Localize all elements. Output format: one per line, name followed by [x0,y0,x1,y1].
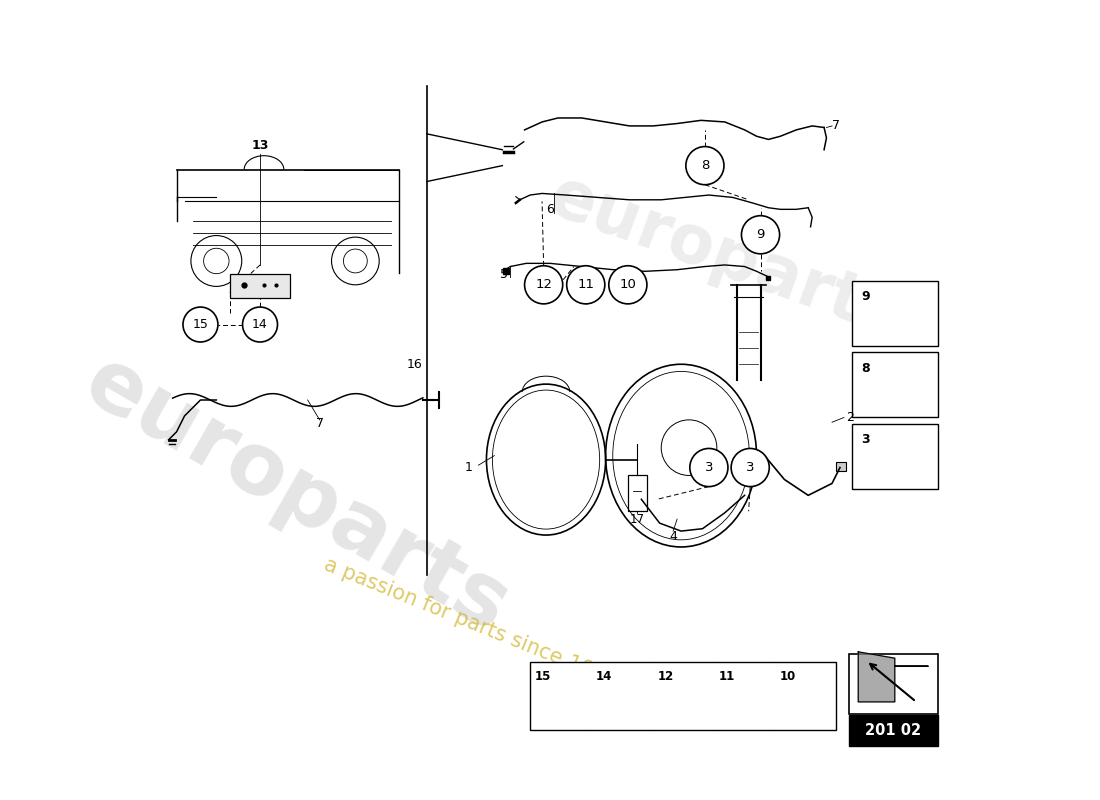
Text: 1: 1 [465,461,473,474]
Text: 14: 14 [596,670,613,683]
Text: 12: 12 [658,670,673,683]
Text: 16: 16 [407,358,422,370]
Bar [851,352,937,418]
Text: 13: 13 [251,139,268,152]
Bar [836,462,846,471]
Text: 8: 8 [861,362,870,375]
Text: 7: 7 [316,418,323,430]
Text: 201 02: 201 02 [865,723,922,738]
Text: 4: 4 [669,530,678,543]
Bar [530,662,836,730]
Text: 17: 17 [630,513,645,526]
Bar [851,424,937,489]
Text: europarts: europarts [540,163,910,351]
Bar [849,654,937,714]
Text: 7: 7 [832,119,840,133]
Text: 15: 15 [535,670,551,683]
Bar [628,475,647,511]
Text: 9: 9 [861,290,870,303]
Text: 5: 5 [499,268,508,281]
Text: europarts: europarts [69,340,522,650]
Text: 11: 11 [718,670,735,683]
Text: a passion for parts since 1985: a passion for parts since 1985 [321,554,620,690]
Text: 12: 12 [535,278,552,291]
Text: 15: 15 [192,318,208,331]
Text: 2: 2 [846,411,855,424]
Circle shape [608,266,647,304]
Text: 10: 10 [780,670,795,683]
Text: 3: 3 [746,461,755,474]
Text: 10: 10 [619,278,636,291]
Text: 9: 9 [757,228,764,242]
Bar [849,715,937,746]
Circle shape [525,266,563,304]
Text: 14: 14 [252,318,268,331]
Bar [851,281,937,346]
Circle shape [183,307,218,342]
Circle shape [686,146,724,185]
Bar [230,274,290,298]
Polygon shape [858,652,928,702]
Circle shape [741,216,780,254]
Circle shape [566,266,605,304]
Circle shape [732,449,769,486]
Text: 11: 11 [578,278,594,291]
Text: 6: 6 [546,203,554,216]
Circle shape [243,307,277,342]
Text: 3: 3 [861,434,870,446]
Circle shape [690,449,728,486]
Text: 3: 3 [705,461,713,474]
Text: 8: 8 [701,159,710,172]
